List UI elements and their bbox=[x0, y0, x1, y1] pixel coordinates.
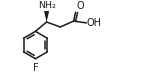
Polygon shape bbox=[44, 11, 49, 22]
Text: F: F bbox=[33, 63, 38, 73]
Text: OH: OH bbox=[87, 18, 102, 28]
Text: O: O bbox=[76, 1, 84, 11]
Text: NH₂: NH₂ bbox=[38, 1, 56, 10]
